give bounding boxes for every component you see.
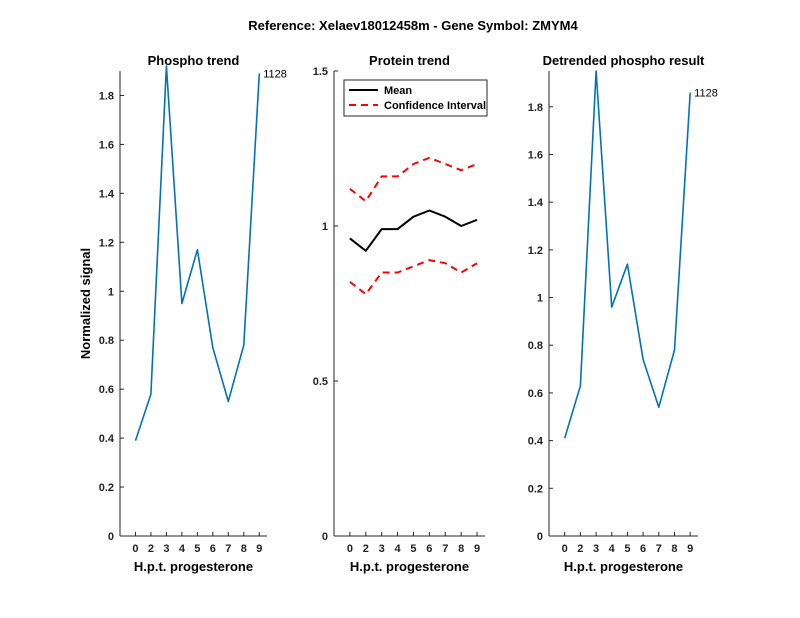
detrended-y-tick-label: 0.6	[528, 388, 543, 400]
protein-x-tick-label: 9	[474, 543, 480, 555]
detrended-title: Detrended phospho result	[543, 53, 705, 68]
phospho-panel: 00.20.40.60.811.21.41.61.80 2 3 4 5 6 7 8 9Phosp…	[78, 53, 287, 574]
phospho-x-tick-label: 6	[210, 543, 216, 555]
phospho-y-tick-label: 1.6	[99, 139, 114, 151]
detrended-y-tick-label: 1.4	[528, 197, 544, 209]
detrended-y-tick-label: 1	[537, 293, 543, 305]
figure-title: Reference: Xelaev18012458m - Gene Symbol…	[248, 18, 578, 33]
phospho-x-tick-label: 8	[241, 543, 247, 555]
detrended-x-tick-label: 8	[671, 543, 677, 555]
protein-x-tick-label: 0	[347, 543, 353, 555]
legend-entry: Mean	[384, 85, 412, 97]
phospho-y-tick-label: 1.4	[99, 188, 115, 200]
protein-title: Protein trend	[369, 53, 450, 68]
phospho-x-tick-label: 9	[256, 543, 262, 555]
phospho-y-tick-label: 0	[108, 531, 114, 543]
detrended-y-tick-label: 1.2	[528, 245, 543, 257]
protein-series-line-1	[349, 156, 478, 203]
detrended-panel: 00.20.40.60.811.21.41.61.80 2 3 4 5 6 7 8 9Detre…	[528, 53, 718, 574]
phospho-x-tick-label: 3	[163, 543, 169, 555]
protein-x-tick-label: 4	[395, 543, 402, 555]
phospho-x-tick-label: 0	[132, 543, 138, 555]
chart-panels: 00.20.40.60.811.21.41.61.80 2 3 4 5 6 7 8 9Phosp…	[78, 53, 718, 574]
protein-y-tick-label: 1	[322, 221, 328, 233]
protein-x-tick-label: 3	[379, 543, 385, 555]
detrended-y-tick-label: 0.4	[528, 436, 544, 448]
protein-x-tick-label: 2	[363, 543, 369, 555]
phospho-y-tick-label: 1	[108, 286, 114, 298]
phospho-y-label: Normalized signal	[78, 248, 93, 359]
protein-series-line-2	[349, 259, 478, 296]
detrended-y-tick-label: 0	[537, 531, 543, 543]
protein-x-tick-label: 8	[458, 543, 464, 555]
protein-x-tick-label: 7	[442, 543, 448, 555]
protein-series-line-0	[349, 209, 478, 252]
phospho-title: Phospho trend	[148, 53, 240, 68]
detrended-x-tick-label: 3	[593, 543, 599, 555]
detrended-y-tick-label: 1.6	[528, 149, 543, 161]
detrended-x-tick-label: 6	[640, 543, 646, 555]
phospho-y-tick-label: 1.2	[99, 237, 114, 249]
protein-x-label: H.p.t. progesterone	[350, 559, 469, 574]
detrended-y-tick-label: 1.8	[528, 102, 543, 114]
phospho-y-tick-label: 0.4	[99, 433, 115, 445]
detrended-x-label: H.p.t. progesterone	[564, 559, 683, 574]
phospho-y-tick-label: 0.2	[99, 482, 114, 494]
detrended-x-tick-label: 0	[562, 543, 568, 555]
detrended-x-tick-label: 9	[687, 543, 693, 555]
protein-y-tick-label: 1.5	[313, 66, 328, 78]
phospho-x-tick-label: 7	[225, 543, 231, 555]
detrended-x-tick-label: 5	[624, 543, 630, 555]
detrended-x-tick-label: 4	[609, 543, 616, 555]
detrended-annotation: 1128	[694, 87, 718, 99]
phospho-y-tick-label: 0.6	[99, 384, 114, 396]
legend-entry: Confidence Interval	[384, 100, 486, 112]
protein-x-tick-label: 5	[410, 543, 416, 555]
legend-box	[343, 79, 488, 117]
phospho-y-tick-label: 0.8	[99, 335, 114, 347]
detrended-series-line-0	[563, 70, 691, 439]
protein-y-tick-label: 0	[322, 531, 328, 543]
phospho-series-line-0	[134, 65, 261, 441]
detrended-x-tick-label: 2	[577, 543, 583, 555]
detrended-y-tick-label: 0.8	[528, 340, 543, 352]
detrended-y-tick-label: 0.2	[528, 483, 543, 495]
protein-x-tick-label: 6	[426, 543, 432, 555]
phospho-x-tick-label: 2	[148, 543, 154, 555]
phospho-x-tick-label: 5	[194, 543, 200, 555]
protein-y-tick-label: 0.5	[313, 376, 328, 388]
phospho-y-tick-label: 1.8	[99, 90, 114, 102]
protein-legend: Mean Confidence Interval	[343, 79, 488, 117]
phospho-x-label: H.p.t. progesterone	[134, 559, 253, 574]
phospho-x-tick-label: 4	[179, 543, 186, 555]
phospho-annotation: 1128	[263, 68, 287, 80]
detrended-x-tick-label: 7	[656, 543, 662, 555]
